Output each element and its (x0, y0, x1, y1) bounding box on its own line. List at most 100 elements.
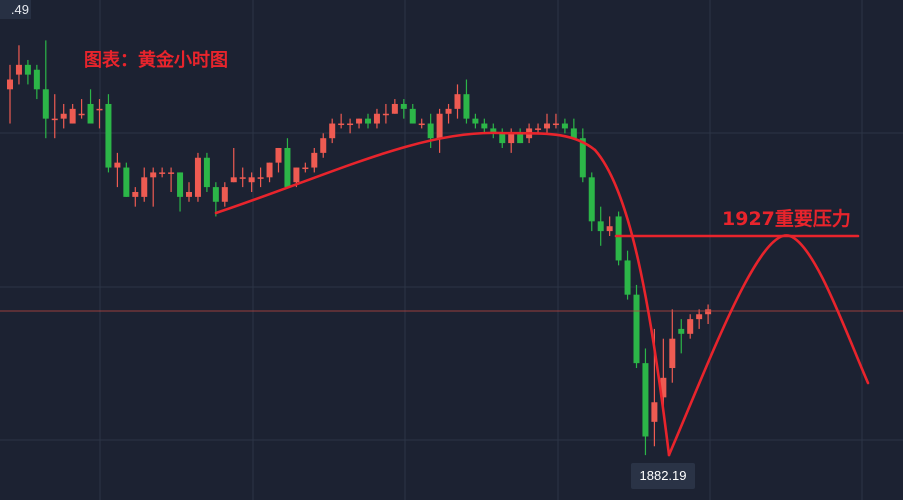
candle (7, 64, 13, 124)
candle (633, 284, 640, 369)
candle (338, 113, 345, 129)
candle (678, 319, 685, 354)
candle (15, 45, 22, 85)
candle-body (284, 147, 291, 188)
candle-body (132, 191, 139, 197)
candle (275, 147, 282, 173)
candle (257, 167, 264, 188)
candle (186, 182, 192, 202)
candle-body (33, 69, 40, 90)
candle-body (186, 191, 192, 197)
candle (248, 172, 255, 192)
candle-body (373, 113, 380, 124)
candle (221, 182, 228, 207)
candle-body (418, 123, 425, 126)
candle-body (588, 177, 595, 222)
candle-body (257, 177, 264, 179)
candle-body (51, 118, 58, 121)
candle-body (490, 128, 497, 134)
candle-body (400, 103, 407, 109)
rising-arc-line (214, 131, 597, 215)
candle (239, 167, 246, 188)
candle-body (481, 123, 488, 129)
candle (69, 103, 76, 124)
candle (356, 118, 363, 129)
candle-body (436, 113, 443, 139)
candle-body (87, 103, 94, 124)
candle (472, 113, 479, 129)
candle-body (544, 123, 550, 129)
candle-body (687, 319, 694, 334)
candle-body (669, 338, 676, 369)
candle-body (615, 216, 622, 261)
candle-body (141, 177, 148, 197)
candle (96, 99, 103, 129)
candle-body (705, 309, 712, 315)
candle (212, 182, 219, 217)
candle-body (535, 128, 542, 130)
candle (615, 211, 622, 266)
candle (561, 118, 568, 134)
candle (230, 147, 237, 183)
candle-body (338, 123, 345, 126)
candle (311, 147, 318, 173)
candle (535, 123, 542, 134)
candle-body (409, 108, 416, 124)
candle (445, 103, 452, 124)
candle (660, 338, 667, 408)
candle (552, 113, 559, 129)
candle (418, 118, 425, 129)
candle (132, 187, 139, 207)
candle-body (579, 138, 586, 178)
candle (705, 304, 712, 325)
candle-body (60, 113, 67, 119)
candle-body (642, 363, 649, 437)
candle (606, 216, 613, 236)
candle (669, 309, 676, 383)
annotation-drawings (214, 131, 870, 457)
candle-body (329, 123, 336, 139)
candle (177, 172, 184, 212)
projection-curve-line (667, 234, 870, 457)
candle (382, 103, 389, 124)
price-axis-label: .49 (0, 0, 31, 19)
candles (7, 40, 712, 456)
candle-body (239, 177, 246, 179)
candle-body (472, 118, 479, 124)
candle-body (624, 260, 631, 295)
candle-body (96, 108, 103, 111)
candle (203, 152, 210, 192)
candle (481, 118, 488, 134)
candle-body (114, 162, 121, 168)
candle (517, 128, 524, 144)
candle (114, 152, 121, 188)
drop-curve-line (593, 148, 671, 457)
candle (597, 206, 604, 246)
candle-body (293, 167, 300, 183)
candle-body (660, 377, 667, 398)
candle-body (508, 133, 515, 144)
candle (570, 118, 577, 139)
candle-body (499, 133, 506, 144)
candle (159, 167, 166, 178)
candle (687, 314, 694, 339)
candle-body (248, 177, 255, 183)
candle (544, 113, 550, 134)
candle (302, 162, 309, 173)
candle (168, 167, 175, 192)
candle-body (194, 157, 201, 197)
candle-body (463, 94, 470, 119)
candle (499, 128, 506, 148)
candle (579, 128, 586, 183)
candle-body (275, 147, 282, 163)
candle-body (427, 123, 434, 139)
candle (588, 172, 595, 232)
candle-body (221, 187, 228, 202)
candle-body (570, 128, 577, 139)
candle (329, 118, 336, 144)
candle-body (230, 177, 237, 183)
candle-body (69, 108, 76, 124)
